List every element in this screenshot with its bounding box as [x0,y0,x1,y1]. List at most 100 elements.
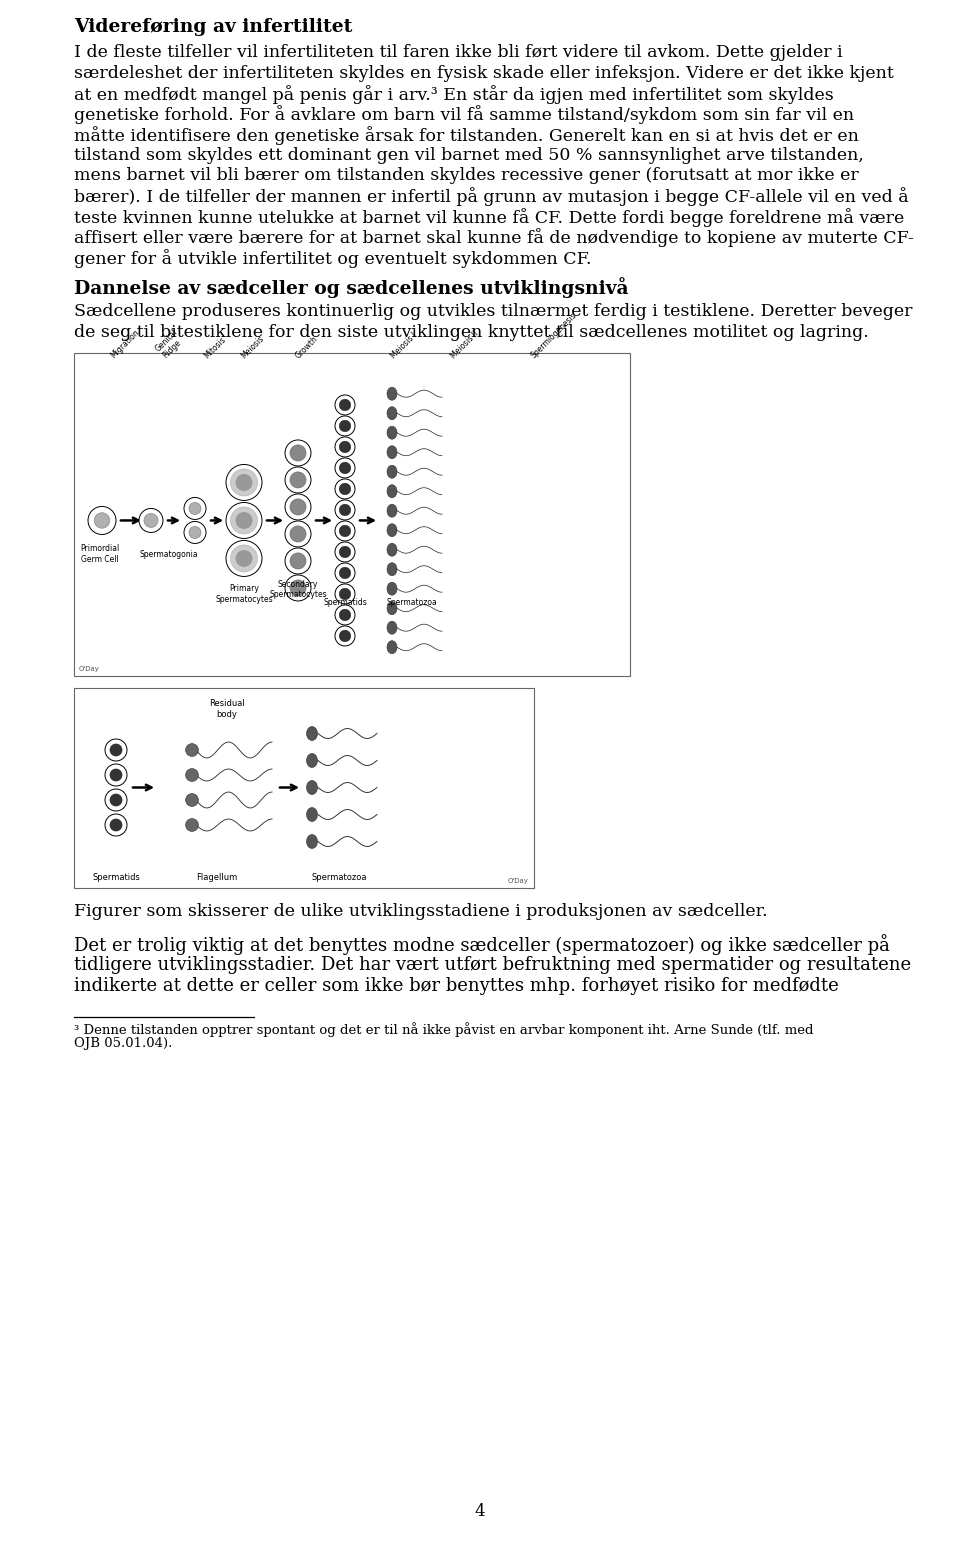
Ellipse shape [306,753,318,767]
Text: 4: 4 [474,1503,486,1520]
Text: Genital
Ridge: Genital Ridge [154,327,187,361]
Circle shape [189,526,201,539]
Circle shape [226,464,262,500]
Text: Spermatids: Spermatids [324,599,367,608]
Circle shape [185,819,199,832]
Circle shape [184,522,206,543]
Text: O'Day: O'Day [79,665,100,671]
Circle shape [139,509,163,532]
Ellipse shape [387,407,397,420]
Ellipse shape [387,640,397,654]
Circle shape [335,522,355,542]
Circle shape [335,542,355,562]
Ellipse shape [387,622,397,634]
Text: Secondary
Spermatocytes: Secondary Spermatocytes [269,580,326,599]
Text: tidligere utviklingsstadier. Det har vært utført befruktning med spermatider og : tidligere utviklingsstadier. Det har vær… [74,955,911,974]
Circle shape [290,552,306,569]
Text: ³ Denne tilstanden opptrer spontant og det er til nå ikke påvist en arvbar kompo: ³ Denne tilstanden opptrer spontant og d… [74,1023,813,1037]
Circle shape [335,478,355,498]
Text: de seg til bitestiklene for den siste utviklingen knyttet til sædcellenes motili: de seg til bitestiklene for den siste ut… [74,324,869,341]
Text: særdeleshet der infertiliteten skyldes en fysisk skade eller infeksjon. Videre e: særdeleshet der infertiliteten skyldes e… [74,65,894,82]
Circle shape [339,546,350,557]
Text: Flagellum: Flagellum [197,873,238,883]
Circle shape [335,605,355,625]
Text: bærer). I de tilfeller der mannen er infertil på grunn av mutasjon i begge CF-al: bærer). I de tilfeller der mannen er inf… [74,188,908,207]
Circle shape [230,508,257,534]
Text: OJB 05.01.04).: OJB 05.01.04). [74,1037,172,1049]
Text: Spermiogenesis: Spermiogenesis [529,312,579,361]
Bar [74,688,534,887]
Circle shape [339,525,350,537]
Circle shape [185,793,199,807]
Text: Residual
body: Residual body [209,699,245,719]
Circle shape [339,463,350,474]
Ellipse shape [306,807,318,821]
Circle shape [335,417,355,437]
Circle shape [185,744,199,756]
Circle shape [230,469,257,495]
Text: Spermatogonia: Spermatogonia [140,551,199,560]
Circle shape [236,474,252,491]
Text: tilstand som skyldes ett dominant gen vil barnet med 50 % sannsynlighet arve til: tilstand som skyldes ett dominant gen vi… [74,147,864,164]
Ellipse shape [387,464,397,478]
Text: Meiosis II: Meiosis II [449,329,480,361]
Circle shape [339,630,350,642]
Text: at en medfødt mangel på penis går i arv.³ En står da igjen med infertilitet som : at en medfødt mangel på penis går i arv.… [74,85,833,103]
Circle shape [88,506,116,534]
Circle shape [105,764,127,785]
Circle shape [285,468,311,492]
Circle shape [339,505,350,515]
Circle shape [226,503,262,539]
Text: mens barnet vil bli bærer om tilstanden skyldes recessive gener (forutsatt at mo: mens barnet vil bli bærer om tilstanden … [74,167,858,184]
Ellipse shape [387,523,397,537]
Circle shape [185,768,199,781]
Text: måtte identifisere den genetiske årsak for tilstanden. Generelt kan en si at hvi: måtte identifisere den genetiske årsak f… [74,127,859,145]
Text: Figurer som skisserer de ulike utviklingsstadiene i produksjonen av sædceller.: Figurer som skisserer de ulike utvikling… [74,904,768,921]
Circle shape [226,540,262,577]
Circle shape [290,472,306,488]
Text: Mitosis: Mitosis [202,335,228,361]
Ellipse shape [387,582,397,596]
Circle shape [105,788,127,812]
Circle shape [335,437,355,457]
Circle shape [339,609,350,620]
Circle shape [236,512,252,529]
Circle shape [335,583,355,603]
Circle shape [110,795,122,805]
Circle shape [339,420,350,432]
Circle shape [94,512,109,528]
Circle shape [110,768,122,781]
Text: O'Day: O'Day [508,878,529,884]
Circle shape [290,526,306,542]
Ellipse shape [387,446,397,458]
Ellipse shape [387,505,397,517]
Circle shape [285,440,311,466]
Circle shape [335,563,355,583]
Circle shape [339,568,350,579]
Circle shape [105,739,127,761]
Text: Dannelse av sædceller og sædcellenes utviklingsnivå: Dannelse av sædceller og sædcellenes utv… [74,278,629,298]
Circle shape [339,483,350,495]
Circle shape [335,458,355,478]
Circle shape [290,444,306,461]
Circle shape [285,576,311,600]
Text: genetiske forhold. For å avklare om barn vil få samme tilstand/sykdom som sin fa: genetiske forhold. For å avklare om barn… [74,105,854,125]
Text: Sædcellene produseres kontinuerlig og utvikles tilnærmet ferdig i testiklene. De: Sædcellene produseres kontinuerlig og ut… [74,304,912,321]
Circle shape [285,522,311,546]
Circle shape [230,545,257,572]
Text: indikerte at dette er celler som ikke bør benyttes mhp. forhøyet risiko for medf: indikerte at dette er celler som ikke bø… [74,977,839,995]
Text: Spermatozoa: Spermatozoa [387,599,438,608]
Circle shape [339,441,350,452]
Ellipse shape [387,543,397,555]
Circle shape [339,400,350,410]
Circle shape [110,819,122,832]
Bar [74,352,630,676]
Circle shape [110,744,122,756]
Text: Meiosis I: Meiosis I [389,330,419,361]
Ellipse shape [306,727,318,741]
Circle shape [335,626,355,647]
Text: teste kvinnen kunne utelukke at barnet vil kunne få CF. Dette fordi begge foreld: teste kvinnen kunne utelukke at barnet v… [74,208,904,227]
Circle shape [339,588,350,600]
Ellipse shape [387,426,397,440]
Text: affisert eller være bærere for at barnet skal kunne få de nødvendige to kopiene : affisert eller være bærere for at barnet… [74,228,914,247]
